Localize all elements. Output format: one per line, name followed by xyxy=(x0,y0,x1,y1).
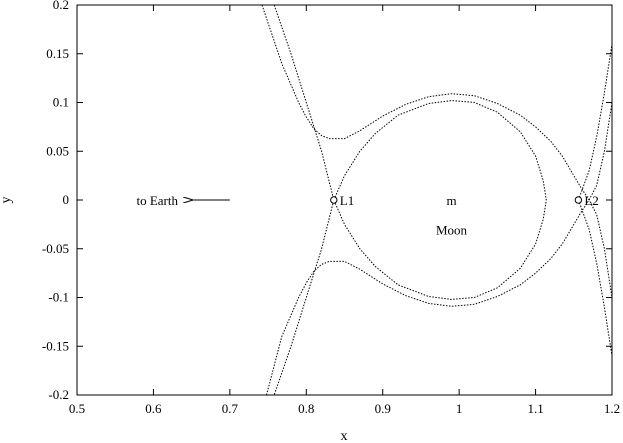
annotation-3: to Earth xyxy=(136,193,178,208)
annotation-1: m xyxy=(446,193,456,208)
contour-curve-2 xyxy=(266,96,612,395)
y-tick-label: -0.1 xyxy=(48,290,69,305)
lagrange-point-l2 xyxy=(574,196,583,204)
lagrange-label-l2: L2 xyxy=(584,193,598,208)
x-axis-label: x xyxy=(341,429,348,443)
x-tick-label: 0.6 xyxy=(145,401,162,416)
x-tick-label: 1 xyxy=(456,401,463,416)
x-tick-label: 0.7 xyxy=(222,401,239,416)
y-tick-label: -0.05 xyxy=(42,241,69,256)
x-tick-label: 0.8 xyxy=(298,401,314,416)
contour-curves xyxy=(261,5,612,395)
x-tick-label: 0.5 xyxy=(69,401,85,416)
axis-ticks: 0.5 0.6 0.7 0.8 0.9 1 1.1 1.2 0.2 0.15 0.1 0.05 0 -0.… xyxy=(42,0,620,416)
y-tick-label: -0.15 xyxy=(42,338,69,353)
annotations: m Moon to Earth xyxy=(136,193,467,237)
y-tick-label: 0.05 xyxy=(46,143,69,158)
contour-curve-4 xyxy=(577,38,612,201)
lagrange-label-l1: L1 xyxy=(340,193,354,208)
contour-curve-5 xyxy=(577,199,612,362)
contour-curve-1 xyxy=(261,5,612,304)
y-tick-label: 0.1 xyxy=(53,95,69,110)
y-tick-label: 0.2 xyxy=(53,0,69,12)
x-tick-label: 1.1 xyxy=(527,401,543,416)
annotation-2: Moon xyxy=(436,222,468,237)
y-axis-label: y xyxy=(0,197,14,204)
lagrange-point-l1 xyxy=(330,196,338,204)
y-tick-label: -0.2 xyxy=(48,387,69,402)
x-tick-label: 1.2 xyxy=(604,401,620,416)
x-tick-label: 0.9 xyxy=(375,401,391,416)
contour-curve-3 xyxy=(273,5,547,395)
y-tick-label: 0 xyxy=(63,192,70,207)
y-tick-label: 0.15 xyxy=(46,46,69,61)
lagrange-points: L1 L2 xyxy=(330,193,599,208)
